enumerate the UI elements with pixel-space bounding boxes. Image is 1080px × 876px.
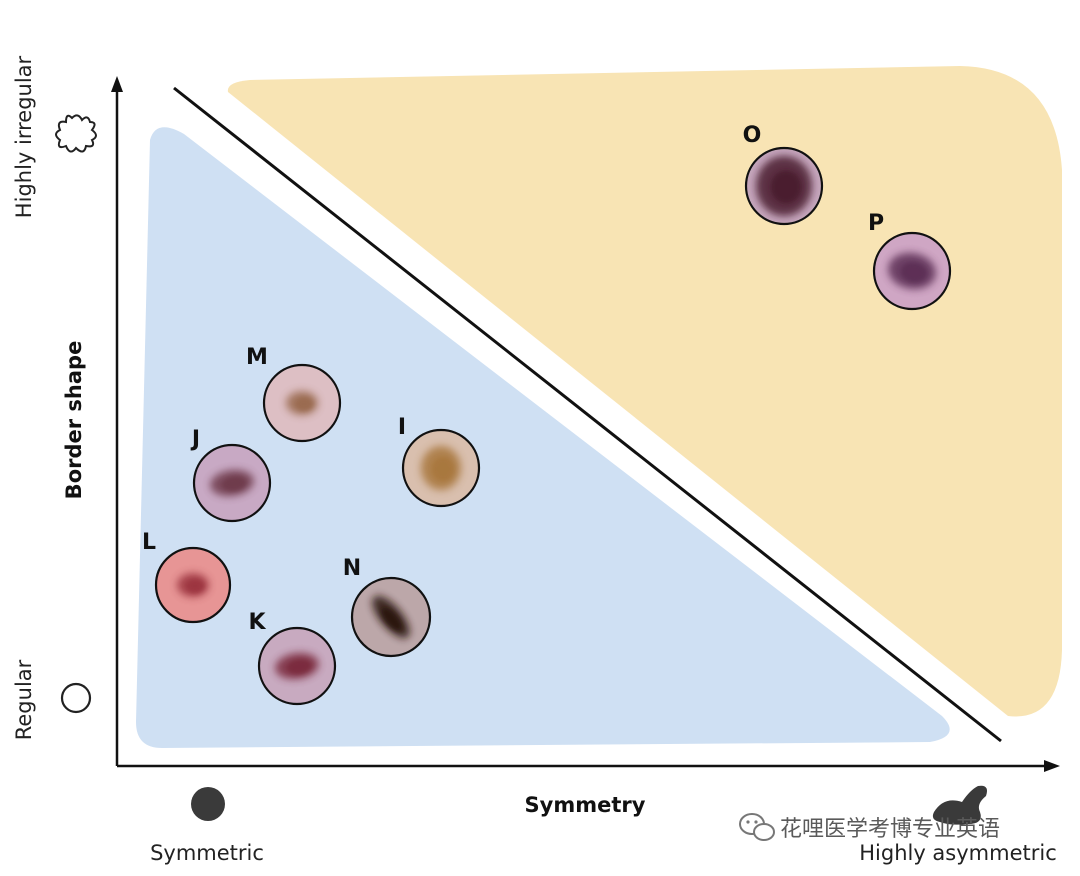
watermark-text: 花哩医学考博专业英语 (780, 817, 1000, 842)
irregular-blob-icon (55, 114, 97, 153)
lesion-label: M (246, 345, 268, 370)
filled-circle-icon (191, 787, 225, 821)
lesion-p: P (868, 211, 952, 311)
lesion-label: P (868, 211, 884, 236)
asymmetric-blob-icon (932, 785, 987, 825)
lesion-k: K (248, 610, 337, 706)
circle-outline-icon (60, 682, 92, 714)
symmetric-regular-region (136, 127, 950, 748)
lesion-n: N (343, 556, 432, 658)
y-axis-high-label: Highly irregular (12, 55, 36, 218)
lesion-label: I (398, 415, 406, 440)
lesion-label: O (743, 123, 762, 148)
watermark: 花哩医学考博专业英语 (739, 813, 1000, 842)
lesion-j: J (190, 427, 272, 523)
lesion-m: M (246, 345, 342, 443)
x-axis (117, 760, 1060, 772)
y-axis (111, 76, 123, 766)
lesion-label: J (190, 427, 200, 452)
lesion-label: N (343, 556, 361, 581)
lesion-o: O (743, 123, 824, 226)
lesion-i: I (398, 415, 481, 508)
lesion-l: L (142, 530, 232, 624)
y-axis-low-label: Regular (12, 659, 36, 740)
lesions-layer: O P M I J L N K (142, 123, 952, 706)
wechat-icon (739, 813, 775, 841)
asymmetric-irregular-region (227, 66, 1062, 717)
diagonal-divider (173, 86, 1002, 743)
y-axis-title: Border shape (62, 341, 86, 500)
lesion-label: K (248, 610, 266, 635)
x-axis-title: Symmetry (525, 793, 646, 817)
lesion-label: L (142, 530, 156, 555)
x-axis-high-label: Highly asymmetric (859, 841, 1057, 865)
x-axis-low-label: Symmetric (150, 841, 264, 865)
